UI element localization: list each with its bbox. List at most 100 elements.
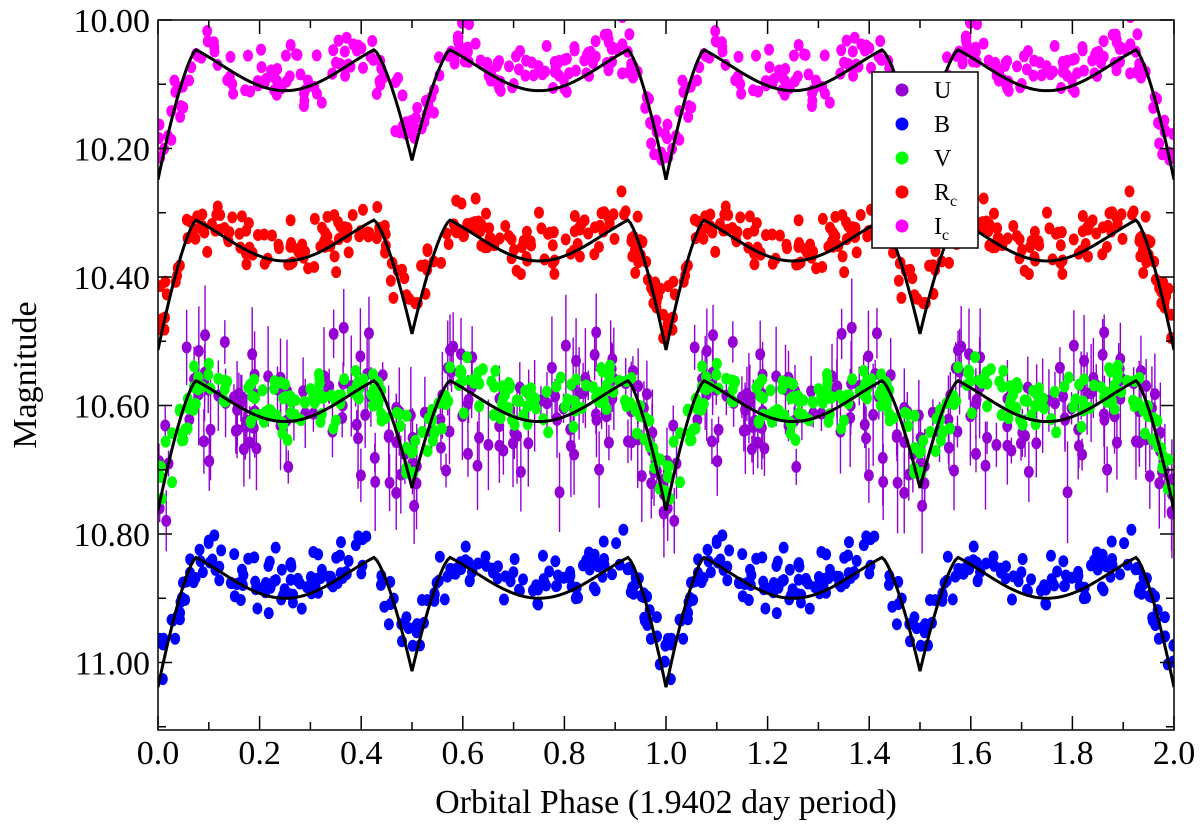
- data-point: [1039, 579, 1050, 592]
- series-b-points: [158, 523, 1174, 686]
- data-point: [794, 560, 805, 573]
- data-point: [1092, 563, 1103, 576]
- legend-box: [871, 71, 979, 249]
- data-point: [521, 225, 532, 238]
- data-point: [520, 384, 531, 397]
- data-point: [549, 267, 560, 280]
- data-point: [960, 30, 971, 43]
- data-point: [375, 578, 386, 591]
- data-point: [350, 365, 361, 378]
- data-point: [1131, 66, 1142, 79]
- data-point: [807, 87, 818, 100]
- data-point: [555, 371, 566, 384]
- data-point: [1055, 239, 1066, 252]
- data-point: [495, 412, 506, 425]
- data-point: [1097, 348, 1108, 361]
- data-point: [1060, 569, 1071, 582]
- data-point: [484, 222, 495, 235]
- data-point: [1166, 507, 1174, 520]
- data-point: [570, 64, 581, 77]
- data-point: [607, 568, 618, 581]
- data-point: [847, 45, 858, 58]
- data-point: [917, 499, 928, 512]
- data-point: [1077, 44, 1088, 57]
- data-point: [1168, 639, 1174, 652]
- data-point: [1130, 563, 1141, 576]
- data-point: [508, 437, 519, 450]
- data-point: [631, 427, 642, 440]
- data-point: [723, 208, 734, 221]
- data-point: [1031, 437, 1042, 450]
- data-point: [366, 388, 377, 401]
- data-point: [232, 424, 243, 437]
- data-point: [791, 460, 802, 473]
- data-point: [379, 600, 390, 613]
- data-point: [380, 412, 391, 425]
- data-point: [160, 419, 171, 432]
- data-point: [1096, 581, 1107, 594]
- data-point: [448, 340, 459, 353]
- data-point: [550, 555, 561, 568]
- data-point: [384, 476, 395, 489]
- data-point: [717, 529, 728, 542]
- data-point: [430, 425, 441, 438]
- data-point: [1111, 436, 1122, 449]
- data-point: [1082, 223, 1093, 236]
- model-curve: [158, 47, 1174, 180]
- data-point: [1154, 137, 1165, 150]
- data-point: [503, 60, 514, 73]
- x-tick-label: 0.0: [137, 735, 180, 772]
- data-point: [1098, 35, 1109, 48]
- data-point: [454, 225, 465, 238]
- data-point: [435, 441, 446, 454]
- data-point: [416, 259, 427, 272]
- legend-marker: [895, 151, 909, 165]
- data-point: [846, 321, 857, 334]
- data-point: [252, 602, 263, 615]
- data-point: [1097, 248, 1108, 261]
- data-point: [663, 460, 674, 473]
- data-point: [1034, 239, 1045, 252]
- data-point: [668, 419, 679, 432]
- data-point: [983, 54, 994, 67]
- data-point: [757, 551, 768, 564]
- data-point: [242, 49, 253, 62]
- data-point: [978, 192, 989, 205]
- data-point: [417, 425, 428, 438]
- data-point: [947, 593, 958, 606]
- data-point: [1023, 465, 1034, 478]
- data-point: [697, 360, 708, 373]
- data-point: [158, 118, 165, 131]
- data-point: [1056, 226, 1067, 239]
- data-point: [569, 448, 580, 461]
- data-point: [1026, 573, 1037, 586]
- data-point: [662, 132, 673, 145]
- data-point: [351, 418, 362, 431]
- data-point: [203, 368, 214, 381]
- data-point: [623, 66, 634, 79]
- data-point: [480, 550, 491, 563]
- data-point: [236, 210, 247, 223]
- data-point: [1091, 227, 1102, 240]
- data-point: [851, 554, 862, 567]
- data-point: [309, 212, 320, 225]
- data-point: [1042, 64, 1053, 77]
- x-tick-label: 0.6: [442, 735, 485, 772]
- data-point: [373, 376, 384, 389]
- data-point: [245, 416, 256, 429]
- data-point: [982, 431, 993, 444]
- data-point: [1006, 593, 1017, 606]
- data-point: [780, 74, 791, 87]
- data-point: [280, 391, 291, 404]
- data-point: [777, 382, 788, 395]
- data-point: [599, 28, 610, 41]
- y-tick-label: 10.20: [74, 132, 151, 169]
- data-point: [865, 533, 876, 546]
- data-point: [1159, 611, 1170, 624]
- data-point: [500, 219, 511, 232]
- data-point: [983, 224, 994, 237]
- data-point: [706, 435, 717, 448]
- data-point: [520, 69, 531, 82]
- data-point: [966, 374, 977, 387]
